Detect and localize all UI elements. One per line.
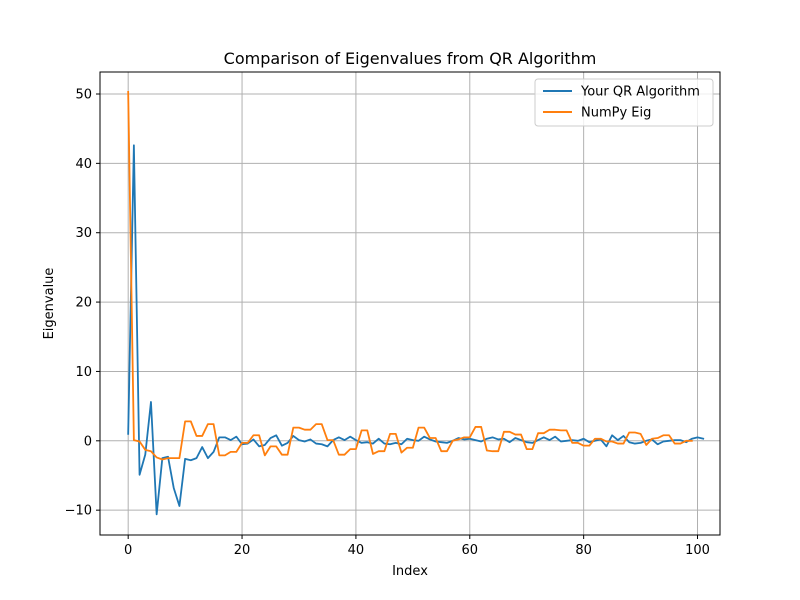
series-layer: [127, 90, 705, 516]
y-tick-label: 10: [75, 365, 92, 380]
x-axis-label: Index: [392, 564, 428, 579]
legend-box: [534, 78, 714, 127]
y-tick-label: 0: [84, 434, 92, 449]
y-tick-label: −10: [65, 504, 92, 519]
chart-title: Comparison of Eigenvalues from QR Algori…: [224, 49, 597, 68]
y-axis-label: Eigenvalue: [42, 268, 57, 340]
x-tick-label: 0: [124, 543, 132, 558]
x-tick-label: 60: [462, 543, 479, 558]
x-tick-label: 80: [575, 543, 592, 558]
grid-layer: [100, 72, 720, 535]
x-tick-label: 100: [685, 543, 710, 558]
tick-layer: 0 20 40 60 80 100 −10 0 10 20 30 40 50: [65, 87, 710, 558]
y-tick-label: 30: [75, 226, 92, 241]
legend: Your QR Algorithm NumPy Eig: [534, 78, 714, 127]
x-tick-label: 40: [348, 543, 365, 558]
y-tick-label: 40: [75, 157, 92, 172]
y-tick-label: 20: [75, 296, 92, 311]
y-tick-label: 50: [75, 87, 92, 102]
legend-label-numpy-eig: NumPy Eig: [581, 106, 651, 121]
plot-frame: [99, 71, 721, 536]
legend-label-your-qr-algorithm: Your QR Algorithm: [580, 85, 700, 100]
x-tick-label: 20: [234, 543, 251, 558]
series-line-numpy-eig: [127, 90, 693, 461]
